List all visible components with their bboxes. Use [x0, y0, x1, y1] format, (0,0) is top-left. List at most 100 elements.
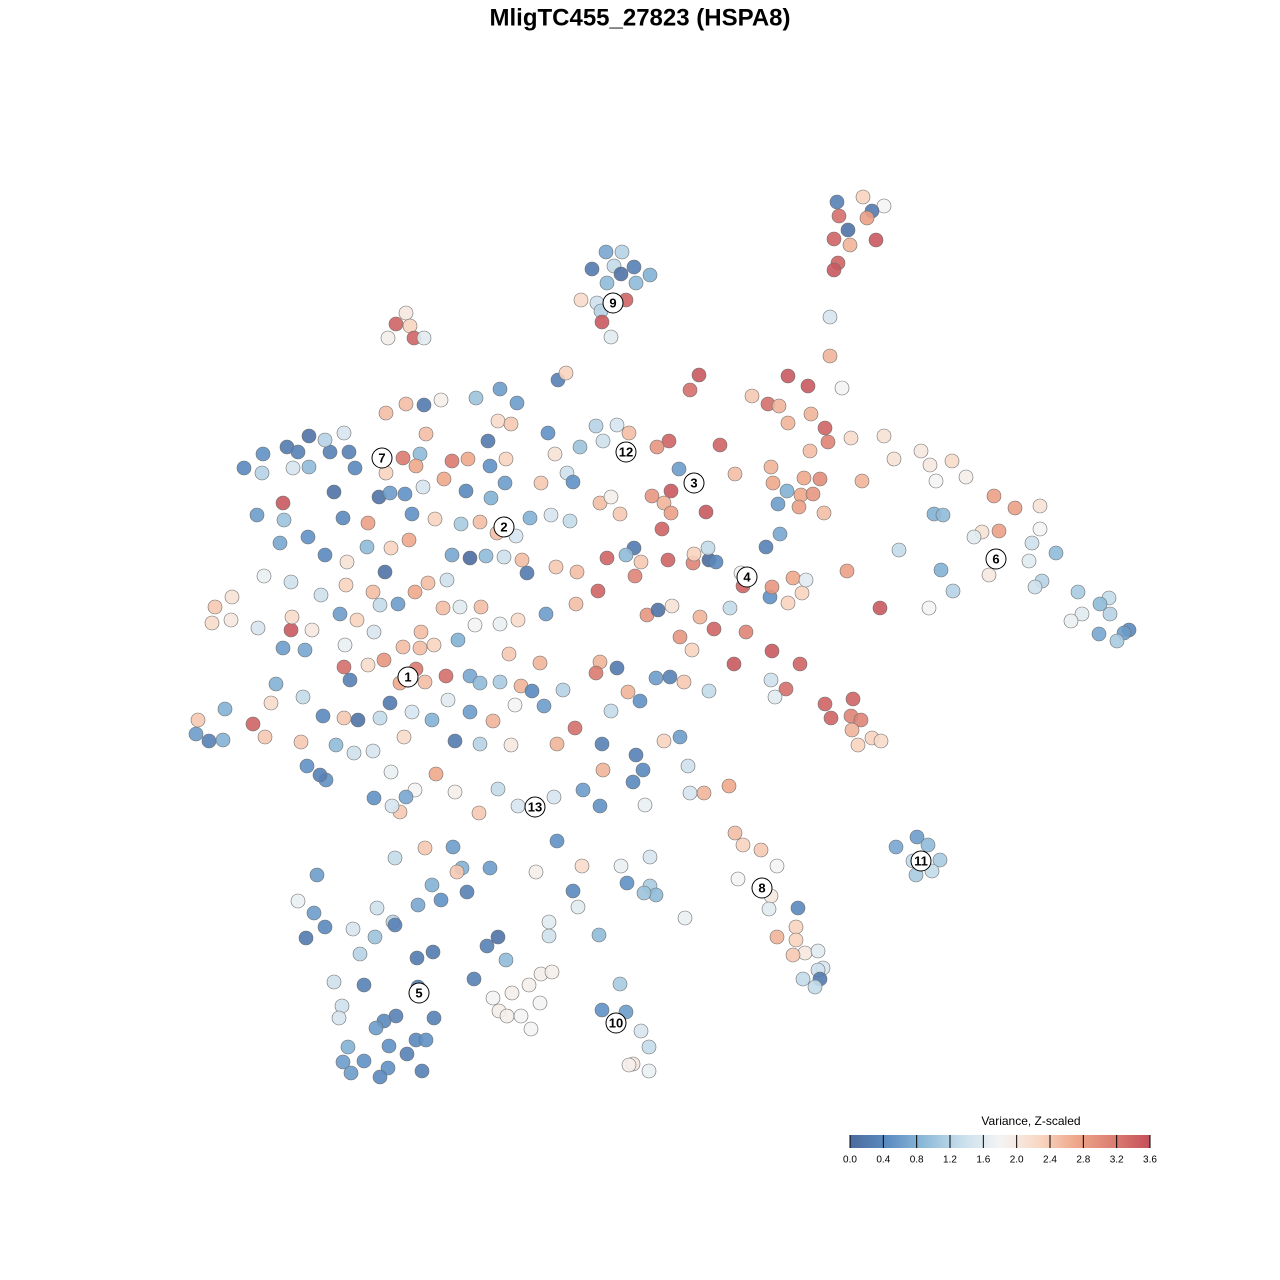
point: [913, 443, 929, 459]
point: [620, 684, 636, 700]
point: [345, 921, 361, 937]
point: [672, 729, 688, 745]
point: [1091, 626, 1107, 642]
point: [533, 475, 549, 491]
point: [677, 910, 693, 926]
point: [482, 458, 498, 474]
point: [1092, 596, 1108, 612]
point: [886, 451, 902, 467]
cluster-label: 2: [500, 519, 507, 534]
point: [201, 733, 217, 749]
point: [284, 609, 300, 625]
point: [769, 858, 785, 874]
point: [572, 439, 588, 455]
point: [1024, 535, 1040, 551]
point: [680, 758, 696, 774]
cluster-label: 9: [609, 295, 616, 310]
point: [416, 330, 432, 346]
point: [444, 453, 460, 469]
point: [803, 406, 819, 422]
point: [612, 506, 628, 522]
point: [922, 457, 938, 473]
point: [549, 736, 565, 752]
point: [547, 446, 563, 462]
point: [490, 413, 506, 429]
point: [981, 567, 997, 583]
point: [453, 516, 469, 532]
point: [644, 488, 660, 504]
point: [958, 469, 974, 485]
point: [800, 378, 816, 394]
cluster-label: 13: [528, 799, 542, 814]
point: [369, 900, 385, 916]
point: [854, 473, 870, 489]
point: [842, 237, 858, 253]
point: [656, 733, 672, 749]
point: [767, 689, 783, 705]
point: [588, 665, 604, 681]
point: [312, 767, 328, 783]
point: [217, 701, 233, 717]
point: [763, 672, 779, 688]
point: [944, 453, 960, 469]
point: [459, 884, 475, 900]
point: [479, 938, 495, 954]
point: [627, 568, 643, 584]
point: [398, 396, 414, 412]
colorbar-tick-label: 0.8: [910, 1155, 924, 1166]
point: [780, 415, 796, 431]
colorbar-title: Variance, Z-scaled: [981, 1114, 1080, 1128]
point: [532, 655, 548, 671]
point: [299, 758, 315, 774]
point: [810, 943, 826, 959]
point: [637, 797, 653, 813]
point: [503, 737, 519, 753]
point: [621, 1057, 637, 1073]
point: [504, 985, 520, 1001]
cluster-label: 5: [415, 985, 422, 1000]
point: [365, 743, 381, 759]
point: [326, 974, 342, 990]
cluster-marker: [910, 850, 932, 872]
point: [706, 621, 722, 637]
colorbar-tick-label: 0.4: [876, 1155, 890, 1166]
point: [850, 737, 866, 753]
point: [672, 629, 688, 645]
point: [367, 929, 383, 945]
point: [223, 612, 239, 628]
point: [309, 867, 325, 883]
cluster-label: 3: [690, 475, 697, 490]
point: [682, 382, 698, 398]
point: [426, 637, 442, 653]
point: [382, 695, 398, 711]
point: [388, 316, 404, 332]
point: [207, 599, 223, 615]
point: [383, 764, 399, 780]
point: [649, 439, 665, 455]
point: [591, 927, 607, 943]
point: [618, 547, 634, 563]
point: [763, 459, 779, 475]
point: [568, 596, 584, 612]
point: [840, 222, 856, 238]
point: [190, 712, 206, 728]
point: [1032, 498, 1048, 514]
point: [507, 697, 523, 713]
point: [424, 712, 440, 728]
point: [472, 736, 488, 752]
cluster-label: 4: [743, 569, 751, 584]
point: [293, 734, 309, 750]
point: [676, 674, 692, 690]
point: [769, 929, 785, 945]
point: [1027, 579, 1043, 595]
point: [417, 674, 433, 690]
point: [420, 575, 436, 591]
point: [928, 473, 944, 489]
point: [831, 208, 847, 224]
point: [772, 526, 788, 542]
point: [712, 437, 728, 453]
point: [613, 858, 629, 874]
point: [398, 305, 414, 321]
point: [249, 507, 265, 523]
